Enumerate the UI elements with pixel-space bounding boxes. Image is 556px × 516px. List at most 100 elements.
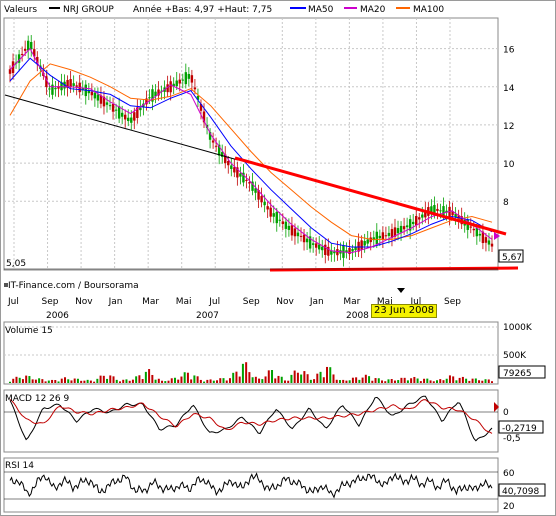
candle-body (308, 236, 312, 249)
candle-body (184, 72, 188, 85)
volume-bar (93, 381, 96, 383)
volume-bar (342, 379, 345, 383)
volume-bar (38, 378, 41, 383)
date-tick-label: Jan (108, 297, 123, 307)
candle-body (11, 61, 15, 74)
volume-bar (203, 381, 206, 383)
volume-tick-500k: 500K (503, 351, 527, 361)
date-tick-label: Sep (444, 297, 461, 307)
header-legend: Valeurs NRJ GROUP Année +Bas: 4,97 +Haut… (4, 4, 444, 15)
selected-date-box: 23 Jun 2008 (371, 304, 438, 318)
candle-body (233, 167, 236, 173)
candle-body (187, 73, 191, 79)
candle-body (133, 112, 136, 121)
volume-last-box (498, 365, 546, 379)
volume-bar (403, 377, 406, 383)
candle-body (333, 251, 336, 254)
volume-bar (102, 375, 105, 383)
volume-title: Volume 15 (5, 326, 53, 336)
candle-body (181, 79, 184, 81)
date-tick-label: Jul (7, 297, 19, 307)
candle-body (387, 232, 391, 236)
candle-body (36, 56, 39, 64)
macd-marker-icon (494, 402, 499, 412)
volume-bar (248, 372, 251, 383)
volume-bar (177, 379, 180, 383)
volume-bar (70, 380, 73, 383)
date-tick-label: Jul (409, 297, 421, 307)
volume-bar (241, 363, 244, 383)
candle-body (469, 226, 472, 228)
volume-bar (267, 370, 270, 383)
candle-body (405, 225, 409, 228)
candle-body (90, 91, 94, 96)
candle-body (96, 94, 100, 101)
candle-body (130, 117, 133, 123)
volume-bar (491, 381, 493, 383)
candle-body (366, 239, 369, 244)
volume-bar (60, 378, 63, 383)
macd-last-box (498, 420, 544, 434)
candle-body (281, 221, 285, 225)
volume-bar (161, 380, 164, 383)
volume-bar (410, 378, 413, 383)
volume-bar (206, 379, 209, 383)
candle-body (378, 235, 382, 239)
candle-body (399, 225, 403, 233)
volume-bar (368, 376, 371, 383)
candle-body (196, 95, 200, 100)
candle-body (111, 104, 115, 112)
volume-bar (219, 378, 222, 383)
candle-body (81, 88, 84, 90)
volume-bar (67, 379, 70, 383)
volume-bar (426, 378, 429, 383)
candle-body (251, 181, 254, 191)
volume-bar (170, 378, 173, 383)
candle-body (448, 206, 451, 218)
candle-body (139, 107, 142, 111)
candle-body (408, 219, 412, 231)
volume-bar (264, 376, 267, 383)
date-tick-label: Sep (42, 297, 59, 307)
candle-body (321, 246, 324, 251)
volume-bar (89, 380, 92, 383)
volume-bar (238, 376, 241, 383)
candle-body (217, 144, 221, 156)
candle-body (266, 206, 269, 210)
volume-bar (458, 377, 461, 383)
candle-body (472, 228, 476, 231)
candle-body (327, 246, 330, 256)
candle-body (239, 173, 242, 177)
volume-bar (106, 378, 109, 383)
date-cursor-icon[interactable] (397, 288, 405, 293)
candle-body (175, 80, 178, 87)
candle-body (284, 221, 288, 229)
volume-bar (183, 372, 186, 383)
volume-bar (306, 374, 309, 383)
volume-bar (332, 374, 335, 383)
volume-bar (190, 379, 193, 383)
macd-panel: MACD 12 26 9 0 -0,5 -0,2719 (3, 389, 544, 453)
candle-body (127, 117, 130, 122)
last-price-box (498, 249, 524, 263)
macd-last-value: -0,2719 (502, 424, 537, 434)
candle-body (314, 243, 318, 248)
volume-bar (122, 379, 125, 383)
candle-body (193, 87, 197, 90)
volume-bar (335, 379, 338, 383)
volume-bar (355, 377, 358, 383)
volume-bar (138, 375, 141, 383)
volume-bar (377, 378, 380, 383)
rsi-panel: RSI 14 60 20 40,7098 (3, 457, 546, 513)
price-y-tick: 14 (503, 84, 515, 94)
macd-line (9, 395, 493, 442)
volume-bar (261, 379, 264, 383)
candle-body (299, 235, 303, 237)
candle-body (117, 106, 121, 119)
volume-bar (128, 380, 131, 383)
date-tick-label: Nov (276, 297, 294, 307)
candle-body (436, 208, 439, 211)
macd-title: MACD 12 26 9 (5, 394, 69, 404)
volume-bar (374, 378, 377, 383)
